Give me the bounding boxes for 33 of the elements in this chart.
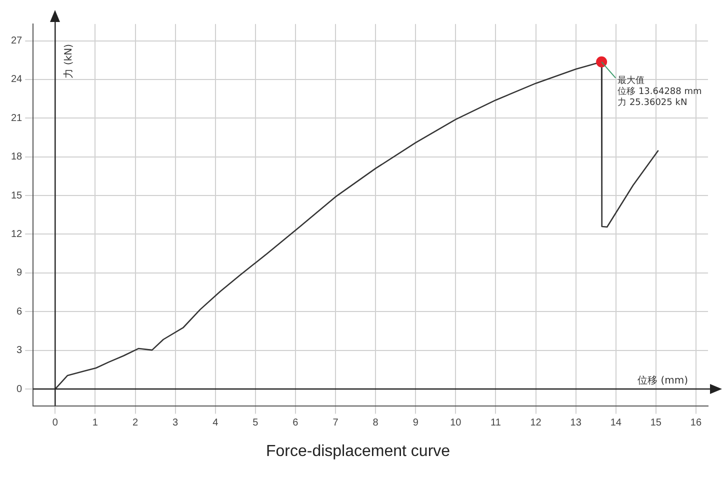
x-tick-label: 2 — [132, 418, 138, 429]
y-tick-label: 0 — [16, 384, 23, 395]
y-tick-label: 24 — [11, 74, 23, 86]
y-tick-label: 3 — [16, 345, 23, 356]
x-tick-label: 4 — [212, 418, 219, 429]
y-tick-label: 6 — [16, 306, 23, 318]
y-tick-label: 15 — [11, 190, 23, 202]
y-tick-label: 12 — [11, 229, 23, 240]
x-tick-label: 3 — [172, 418, 179, 429]
y-tick-label: 21 — [11, 112, 23, 124]
x-tick-label: 16 — [690, 418, 702, 429]
x-tick-label: 13 — [570, 418, 582, 429]
y-axis-title: 力 (kN) — [62, 44, 75, 78]
annotation: 力 25.36025 kN — [618, 96, 688, 108]
x-tick-label: 5 — [252, 418, 259, 429]
x-tick-label: 0 — [52, 418, 58, 429]
x-tick-label: 14 — [610, 418, 622, 429]
x-tick-label: 12 — [530, 418, 542, 429]
annotation: 最大值 — [618, 74, 645, 86]
x-tick-label: 8 — [372, 418, 379, 429]
x-tick-label: 6 — [292, 418, 299, 429]
x-tick-label: 10 — [450, 418, 462, 429]
x-axis-title: 位移 (mm) — [638, 374, 688, 387]
y-tick-label: 18 — [11, 152, 23, 163]
x-tick-label: 7 — [332, 418, 339, 429]
annotation: 位移 13.64288 mm — [618, 86, 702, 97]
x-tick-label: 1 — [92, 418, 98, 429]
x-tick-label: 15 — [650, 418, 662, 429]
y-tick-label: 27 — [11, 36, 23, 47]
y-tick-label: 9 — [16, 268, 23, 279]
x-tick-label: 11 — [490, 418, 502, 429]
x-tick-label: 9 — [412, 418, 419, 429]
text: Force-displacement curve — [266, 442, 450, 460]
